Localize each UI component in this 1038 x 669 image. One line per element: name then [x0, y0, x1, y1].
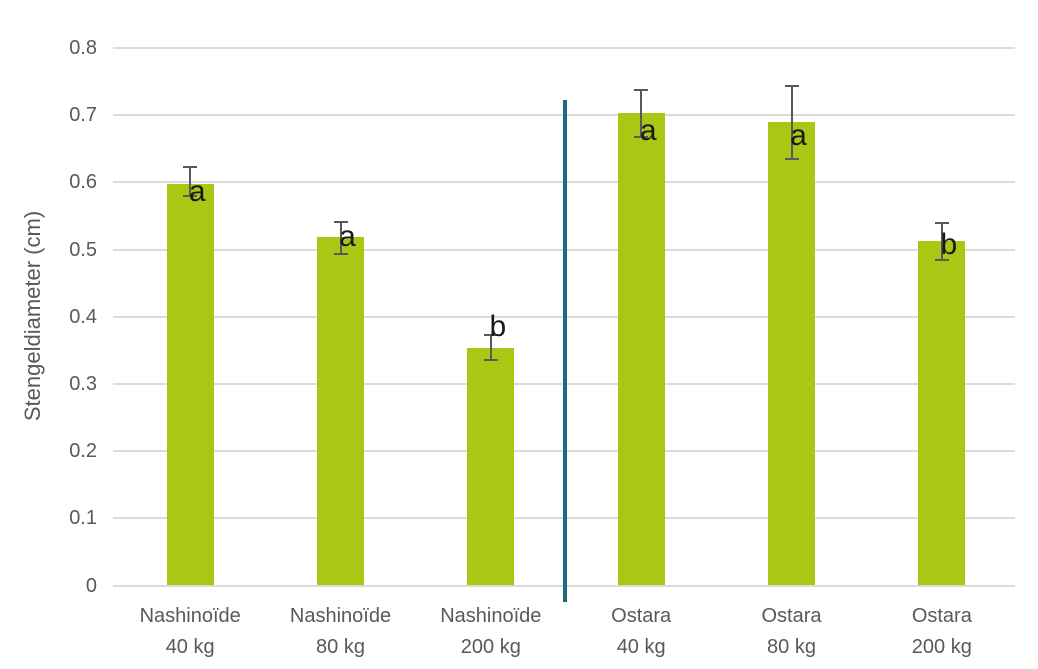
- bar: [467, 347, 515, 586]
- y-tick-label: 0.4: [69, 305, 97, 328]
- error-bar-cap-top: [333, 220, 348, 223]
- significance-letter: b: [940, 228, 958, 262]
- error-bar-cap-bottom: [183, 194, 198, 197]
- y-tick-label: 0.2: [69, 440, 97, 463]
- error-bar-cap-bottom: [784, 158, 799, 161]
- x-category-label: Nashinoïde 200 kg: [440, 605, 542, 658]
- error-bar-cap-bottom: [483, 359, 498, 362]
- significance-letter: a: [639, 114, 657, 148]
- y-tick-label: 0.6: [69, 171, 97, 194]
- y-tick-label: 0.8: [69, 36, 97, 59]
- error-bar: [940, 222, 943, 260]
- gridline: [113, 46, 1015, 49]
- significance-letter: b: [489, 310, 507, 344]
- error-bar: [339, 221, 342, 254]
- error-bar: [489, 334, 492, 361]
- error-bar-cap-bottom: [634, 135, 649, 138]
- error-bar-cap-top: [183, 165, 198, 168]
- x-category-label: Nashinoïde 40 kg: [139, 605, 241, 658]
- group-separator-line: [562, 100, 567, 602]
- error-bar: [790, 86, 793, 160]
- bar: [918, 241, 966, 586]
- bar: [617, 113, 665, 586]
- y-tick-label: 0.5: [69, 238, 97, 261]
- y-tick-label: 0.1: [69, 507, 97, 530]
- significance-letter: a: [790, 118, 807, 152]
- error-bar-cap-top: [634, 89, 649, 92]
- error-bar: [189, 166, 192, 196]
- bar: [768, 121, 815, 586]
- error-bar-cap-bottom: [934, 258, 949, 261]
- bar: [166, 184, 214, 586]
- bar: [317, 237, 364, 586]
- y-tick-label: 0.3: [69, 372, 97, 395]
- x-category-label: Ostara 40 kg: [611, 605, 672, 658]
- x-category-label: Ostara 80 kg: [761, 605, 822, 658]
- error-bar: [640, 90, 643, 137]
- x-category-label: Ostara 200 kg: [911, 605, 972, 658]
- y-tick-label: 0: [85, 574, 97, 597]
- significance-letter: a: [339, 219, 356, 253]
- error-bar-cap-top: [483, 333, 498, 336]
- significance-letter: a: [188, 175, 206, 209]
- x-category-label: Nashinoïde 80 kg: [289, 605, 392, 658]
- error-bar-cap-top: [784, 85, 799, 88]
- error-bar-cap-top: [934, 221, 949, 224]
- y-tick-label: 0.7: [69, 104, 97, 127]
- error-bar-cap-bottom: [333, 252, 348, 255]
